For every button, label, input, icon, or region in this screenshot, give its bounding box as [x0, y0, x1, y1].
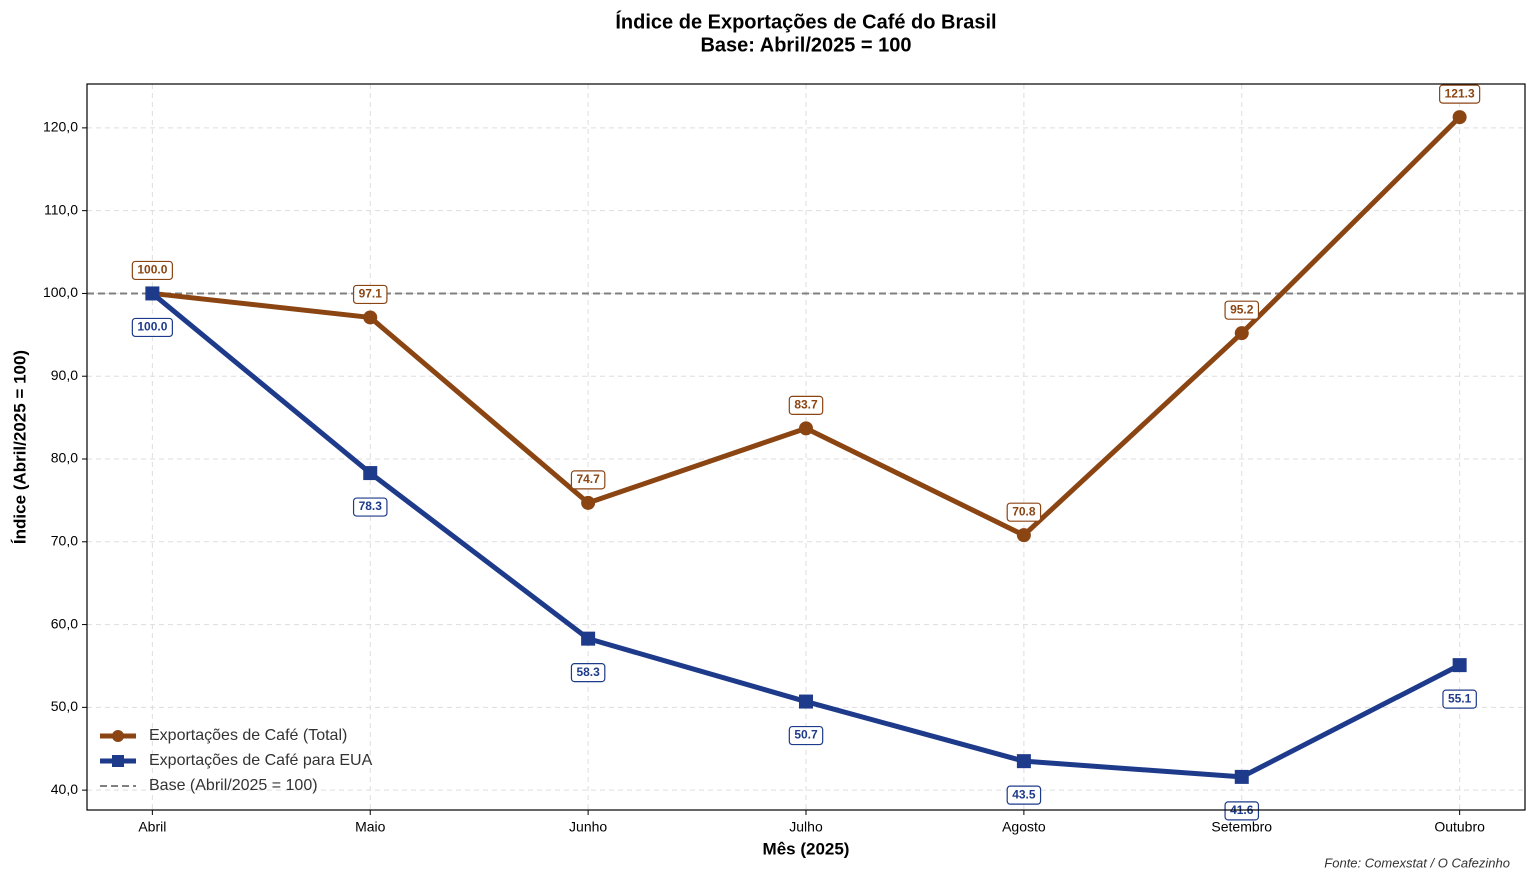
data-label: 43.5: [1006, 785, 1042, 805]
x-tick-label: Julho: [789, 819, 823, 835]
data-label-text: 58.3: [576, 665, 600, 679]
data-label-text: 55.1: [1448, 691, 1472, 705]
y-tick-label: 40,0: [51, 781, 78, 797]
data-point: [112, 730, 124, 742]
y-tick-label: 50,0: [51, 698, 78, 714]
data-label-box: [570, 470, 606, 490]
data-label-box: [788, 725, 824, 746]
data-label-box: [1224, 801, 1260, 821]
data-label: 95.2: [1224, 300, 1260, 320]
data-label: 70.8: [1006, 502, 1042, 522]
data-label-text: 95.2: [1230, 302, 1254, 316]
data-label-box: [570, 663, 606, 683]
x-axis-label: Mês (2025): [763, 839, 850, 858]
y-tick-label: 110,0: [44, 201, 78, 217]
data-label-text: 100.0: [137, 320, 167, 334]
data-label: 100.0: [131, 260, 173, 281]
chart-subtitle: Base: Abril/2025 = 100: [700, 34, 911, 56]
data-point: [1452, 658, 1467, 673]
data-point: [1016, 754, 1031, 769]
data-label-box: [1006, 785, 1042, 805]
data-label: 50.7: [788, 725, 824, 746]
data-point: [1452, 110, 1467, 125]
x-tick-label: Agosto: [1002, 819, 1046, 835]
y-axis-label: Índice (Abril/2025 = 100): [10, 350, 29, 544]
data-point: [363, 466, 378, 481]
data-label: 55.1: [1442, 689, 1477, 709]
data-label-text: 78.3: [359, 499, 383, 513]
legend-label: Exportações de Café (Total): [149, 727, 347, 744]
y-tick-label: 60,0: [51, 615, 78, 631]
data-label-box: [131, 317, 173, 338]
y-tick-label: 80,0: [51, 450, 78, 466]
plot-frame: [86, 83, 1526, 811]
x-tick-label: Setembro: [1211, 819, 1272, 835]
data-point: [1234, 326, 1249, 341]
data-point: [581, 631, 596, 646]
x-tick-label: Outubro: [1434, 819, 1485, 835]
data-label: 97.1: [352, 284, 388, 305]
y-tick-label: 70,0: [51, 532, 78, 548]
chart-title: Índice de Exportações de Café do Brasil: [615, 10, 996, 33]
data-label-text: 50.7: [794, 728, 818, 742]
data-point: [799, 694, 813, 709]
data-label-box: [1442, 689, 1477, 709]
data-label: 41.6: [1224, 801, 1260, 821]
y-tick-label: 120,0: [43, 119, 78, 135]
data-label-box: [1224, 300, 1260, 320]
legend-label: Exportações de Café para EUA: [149, 752, 373, 769]
data-point: [799, 421, 813, 436]
data-label: 100.0: [131, 317, 173, 338]
data-label-text: 70.8: [1012, 504, 1036, 518]
data-point: [1234, 769, 1249, 784]
data-label: 83.7: [788, 395, 824, 415]
data-label-box: [1006, 502, 1042, 522]
data-point: [145, 286, 160, 301]
data-point: [1016, 528, 1031, 543]
data-label: 78.3: [352, 497, 388, 517]
x-tick-label: Maio: [355, 819, 386, 835]
data-label-box: [131, 260, 173, 281]
data-label-text: 43.5: [1012, 787, 1036, 801]
data-label-text: 74.7: [576, 472, 600, 486]
data-label-box: [1439, 84, 1481, 104]
legend-label: Base (Abril/2025 = 100): [149, 777, 318, 794]
y-tick-label: 100,0: [43, 284, 78, 300]
data-label: 121.3: [1439, 84, 1481, 104]
data-label-text: 100.0: [137, 263, 167, 277]
data-label-box: [352, 497, 388, 517]
x-tick-label: Junho: [569, 819, 607, 835]
data-point: [112, 755, 124, 767]
data-label-text: 83.7: [794, 398, 818, 412]
y-tick-label: 90,0: [51, 367, 78, 383]
data-label-box: [788, 395, 824, 415]
data-label: 58.3: [570, 663, 606, 683]
data-point: [581, 495, 596, 510]
data-label: 74.7: [570, 470, 606, 490]
source-note: Fonte: Comexstat / O Cafezinho: [1324, 855, 1510, 870]
data-point: [363, 310, 378, 325]
x-tick-label: Abril: [138, 819, 166, 835]
data-label-text: 97.1: [359, 287, 383, 301]
data-label-box: [352, 284, 388, 305]
data-label-text: 121.3: [1445, 86, 1475, 100]
